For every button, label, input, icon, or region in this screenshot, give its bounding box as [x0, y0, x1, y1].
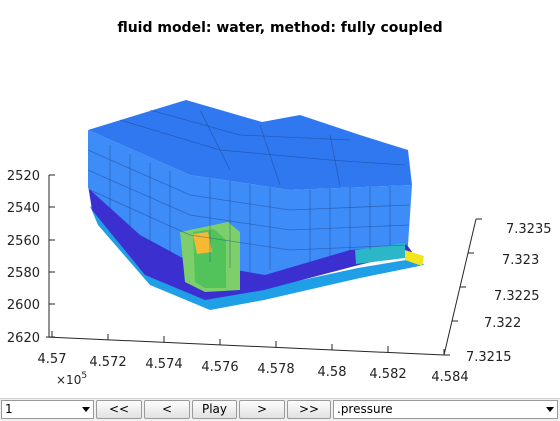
- x-tick-label: 4.578: [257, 362, 294, 377]
- play-button[interactable]: Play: [192, 400, 237, 419]
- cyan-cells: [355, 243, 405, 264]
- x-exponent-base: ×10: [56, 373, 81, 387]
- z-tick-label: 2560: [7, 234, 40, 249]
- next-frame-button[interactable]: >: [239, 400, 285, 419]
- step-select-value: 1: [5, 402, 13, 416]
- x-tick-label: 4.58: [318, 365, 347, 380]
- plot-title: fluid model: water, method: fully couple…: [117, 20, 443, 36]
- y-tick-label: 7.323: [502, 253, 539, 268]
- reservoir-model: [87, 100, 424, 310]
- z-tick-label: 2620: [7, 331, 40, 346]
- x-axis-line: [45, 336, 445, 356]
- x-tick-label: 4.576: [201, 360, 238, 375]
- z-tick-label: 2600: [7, 298, 40, 313]
- last-frame-button[interactable]: >>: [287, 400, 331, 419]
- z-tick-label: 2520: [7, 169, 40, 184]
- yellow-edge-cells: [405, 250, 424, 266]
- previous-frame-button[interactable]: <: [144, 400, 190, 419]
- side-face: [88, 130, 412, 275]
- chevron-down-icon[interactable]: [546, 407, 554, 412]
- x-tick-label: 4.572: [89, 355, 126, 370]
- field-select-value: .pressure: [337, 402, 393, 416]
- y-tick-label: 7.3225: [494, 289, 540, 304]
- x-tick-label: 4.574: [145, 357, 182, 372]
- z-axis-ticks: [49, 174, 55, 338]
- chevron-down-icon[interactable]: [82, 407, 90, 412]
- x-tick-label: 4.582: [369, 367, 406, 382]
- playback-toolbar: 1 << < Play > >> .pressure: [0, 398, 560, 421]
- dark-layer: [88, 185, 412, 300]
- x-exponent: ×105: [56, 371, 87, 387]
- x-axis-ticks: [51, 331, 445, 355]
- grid-lines: [87, 109, 411, 272]
- first-frame-button[interactable]: <<: [96, 400, 142, 419]
- x-tick-label: 4.57: [38, 352, 67, 367]
- y-tick-label: 7.3235: [506, 222, 552, 237]
- y-tick-label: 7.322: [484, 316, 521, 331]
- top-surface: [88, 100, 412, 190]
- y-axis-ticks: [444, 218, 482, 356]
- figure-area: fluid model: water, method: fully couple…: [0, 0, 560, 398]
- z-tick-label: 2540: [7, 201, 40, 216]
- field-select[interactable]: .pressure: [333, 400, 558, 419]
- y-tick-label: 7.3215: [466, 350, 512, 365]
- reservoir-plot[interactable]: 2520 2540 2560 2580 2600 2620 4.57 4.572…: [0, 0, 560, 398]
- z-tick-label: 2580: [7, 266, 40, 281]
- x-tick-label: 4.584: [431, 370, 468, 385]
- hot-cell: [193, 232, 212, 254]
- step-select[interactable]: 1: [1, 400, 94, 419]
- x-exponent-power: 5: [81, 371, 87, 381]
